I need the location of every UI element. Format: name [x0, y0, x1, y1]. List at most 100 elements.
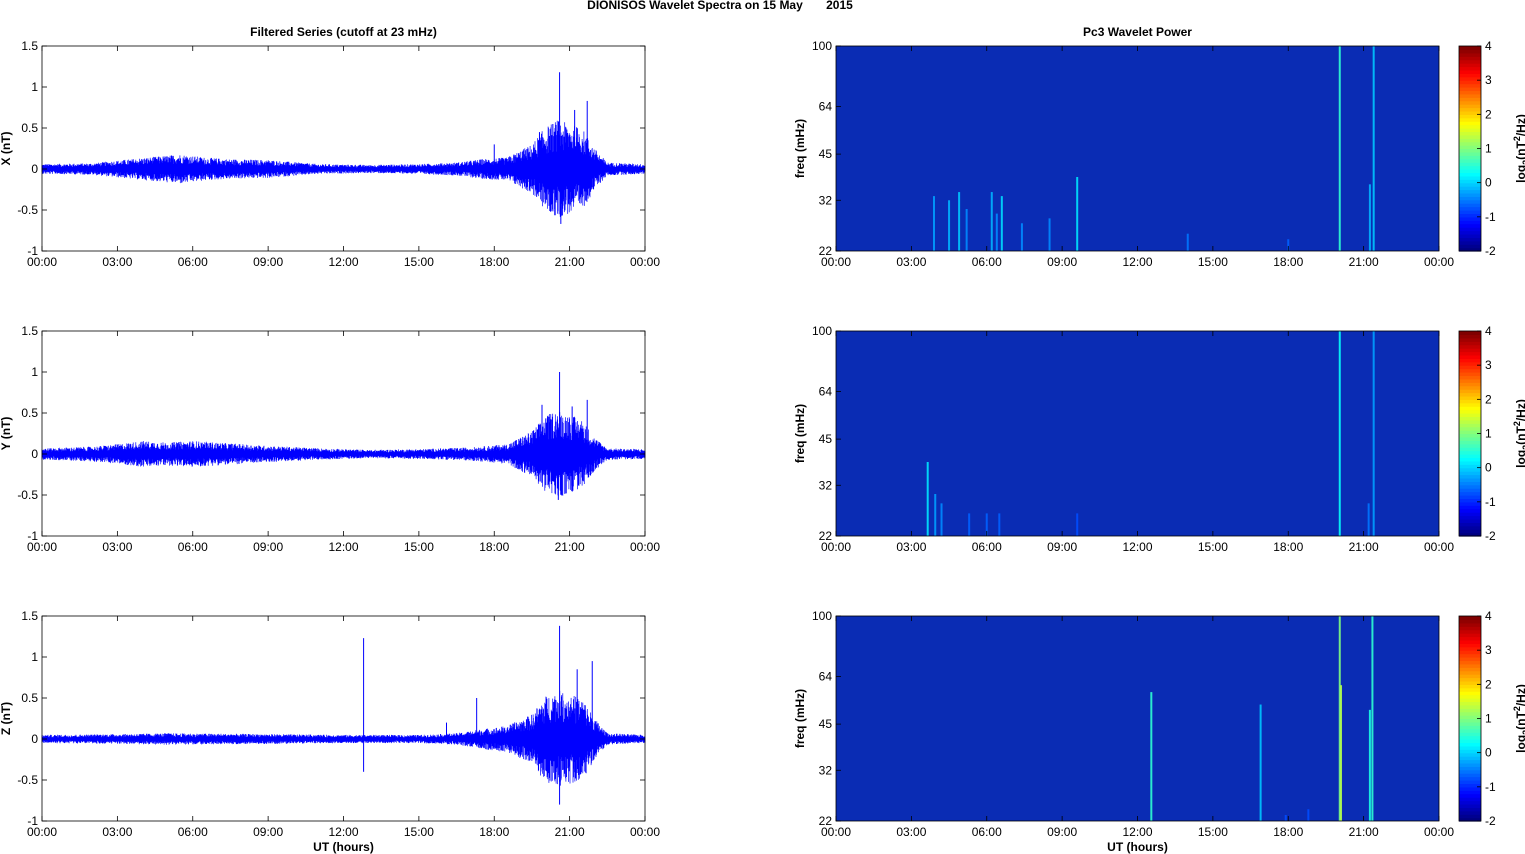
ytick-label: 0	[31, 162, 38, 176]
colorbar-cell	[1459, 409, 1481, 414]
xtick-label: 21:00	[1349, 540, 1379, 554]
colorbar-tick-label: 0	[1485, 176, 1492, 190]
colorbar-tick-label: -2	[1485, 814, 1496, 828]
colorbar-cell	[1459, 464, 1481, 469]
colorbar-cell	[1459, 786, 1481, 791]
colorbar-cell	[1459, 790, 1481, 795]
xtick-label: 03:00	[102, 255, 132, 269]
colorbar-cell	[1459, 443, 1481, 448]
colorbar-cell	[1459, 626, 1481, 631]
colorbar-cell	[1459, 76, 1481, 81]
colorbar-cell	[1459, 495, 1481, 500]
colorbar-cell	[1459, 728, 1481, 733]
ytick-label: -0.5	[17, 773, 38, 787]
colorbar-cell	[1459, 643, 1481, 648]
xtick-label: 09:00	[253, 255, 283, 269]
colorbar-tick-label: -2	[1485, 244, 1496, 258]
xtick-label: 03:00	[896, 255, 926, 269]
y-axis-label: Y (nT)	[0, 417, 13, 451]
colorbar-cell	[1459, 532, 1481, 537]
colorbar-cell	[1459, 80, 1481, 85]
xtick-label: 00:00	[1424, 540, 1454, 554]
colorbar-cell	[1459, 715, 1481, 720]
colorbar-cell	[1459, 467, 1481, 472]
colorbar-tick-label: 4	[1485, 609, 1492, 623]
colorbar-label-rest: /Hz)	[1514, 114, 1525, 136]
ytick-label: 1	[31, 365, 38, 379]
colorbar-cell	[1459, 392, 1481, 397]
colorbar-cell	[1459, 721, 1481, 726]
ytick-label: 100	[812, 609, 832, 623]
colorbar-cell	[1459, 134, 1481, 139]
colorbar-cell	[1459, 732, 1481, 737]
panel-title: Filtered Series (cutoff at 23 mHz)	[250, 25, 437, 39]
colorbar-cell	[1459, 769, 1481, 774]
colorbar-cell	[1459, 622, 1481, 627]
colorbar-cell	[1459, 73, 1481, 78]
colorbar-cell	[1459, 162, 1481, 167]
colorbar-label-rest: /Hz)	[1514, 399, 1525, 421]
colorbar-cell	[1459, 395, 1481, 400]
colorbar-label-log: log	[1514, 450, 1525, 468]
colorbar-cell	[1459, 172, 1481, 177]
colorbar-cell	[1459, 341, 1481, 346]
xtick-label: 00:00	[630, 540, 660, 554]
x-axis-label: UT (hours)	[1107, 840, 1168, 854]
xtick-label: 15:00	[1198, 255, 1228, 269]
heatmap-background	[836, 46, 1439, 251]
colorbar-cell	[1459, 508, 1481, 513]
colorbar-tick-label: 4	[1485, 324, 1492, 338]
colorbar-tick-label: 3	[1485, 643, 1492, 657]
power-streak-10	[1367, 503, 1370, 536]
ytick-label: 22	[819, 244, 833, 258]
colorbar-cell	[1459, 389, 1481, 394]
colorbar-cell	[1459, 97, 1481, 102]
colorbar-cell	[1459, 199, 1481, 204]
colorbar-tick-label: 4	[1485, 39, 1492, 53]
colorbar-cell	[1459, 797, 1481, 802]
panel-title: Pc3 Wavelet Power	[1083, 25, 1192, 39]
colorbar-cell	[1459, 372, 1481, 377]
colorbar-cell	[1459, 756, 1481, 761]
power-streak-8	[1020, 223, 1023, 251]
colorbar-cell	[1459, 141, 1481, 146]
power-streak-10	[1076, 177, 1079, 251]
colorbar-cell	[1459, 145, 1481, 150]
colorbar-cell	[1459, 206, 1481, 211]
xtick-label: 12:00	[328, 540, 358, 554]
power-streak-1	[1150, 692, 1153, 821]
xtick-label: 21:00	[1349, 255, 1379, 269]
colorbar-tick-label: -1	[1485, 495, 1496, 509]
xtick-label: 09:00	[1047, 825, 1077, 839]
colorbar-cell	[1459, 189, 1481, 194]
colorbar-cell	[1459, 793, 1481, 798]
colorbar-tick-label: -1	[1485, 780, 1496, 794]
colorbar-cell	[1459, 800, 1481, 805]
colorbar-cell	[1459, 814, 1481, 819]
y-axis-label: X (nT)	[0, 132, 13, 166]
colorbar-cell	[1459, 93, 1481, 98]
xtick-label: 21:00	[555, 540, 585, 554]
colorbar-cell	[1459, 186, 1481, 191]
colorbar-cell	[1459, 237, 1481, 242]
colorbar-cell	[1459, 633, 1481, 638]
colorbar-cell	[1459, 488, 1481, 493]
xtick-label: 18:00	[479, 540, 509, 554]
ytick-label: 1	[31, 80, 38, 94]
colorbar-cell	[1459, 766, 1481, 771]
ytick-label: 45	[819, 147, 833, 161]
colorbar-cell	[1459, 165, 1481, 170]
y-axis-label: freq (mHz)	[793, 119, 807, 178]
colorbar-cell	[1459, 334, 1481, 339]
xtick-label: 00:00	[821, 540, 851, 554]
ytick-label: 45	[819, 432, 833, 446]
colorbar-cell	[1459, 406, 1481, 411]
ytick-label: 1.5	[21, 609, 38, 623]
colorbar-cell	[1459, 169, 1481, 174]
colorbar-cell	[1459, 128, 1481, 133]
colorbar-tick-label: -1	[1485, 210, 1496, 224]
colorbar-cell	[1459, 691, 1481, 696]
xtick-label: 00:00	[630, 825, 660, 839]
ytick-label: 1.5	[21, 324, 38, 338]
